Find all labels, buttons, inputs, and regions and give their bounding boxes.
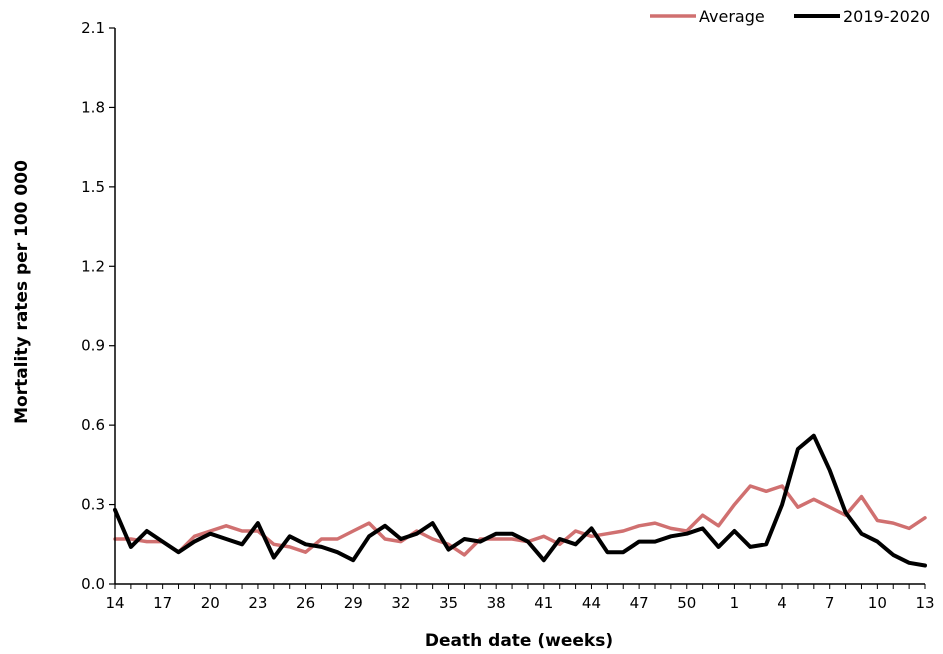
y-tick-label: 0.0 bbox=[81, 575, 105, 593]
y-tick-label: 1.5 bbox=[81, 178, 105, 196]
x-tick-label: 20 bbox=[201, 594, 220, 612]
x-tick-label: 4 bbox=[777, 594, 787, 612]
x-tick-label: 7 bbox=[825, 594, 835, 612]
y-tick-label: 0.9 bbox=[81, 337, 105, 355]
y-tick-label: 0.6 bbox=[81, 416, 105, 434]
x-tick-label: 47 bbox=[630, 594, 649, 612]
x-tick-label: 32 bbox=[391, 594, 410, 612]
legend-label: Average bbox=[699, 7, 765, 26]
legend-label: 2019-2020 bbox=[843, 7, 930, 26]
x-tick-label: 50 bbox=[677, 594, 696, 612]
series-layer bbox=[113, 433, 927, 568]
x-tick-label: 26 bbox=[296, 594, 315, 612]
y-axis-label: Mortality rates per 100 000 bbox=[12, 160, 32, 424]
x-tick-label: 23 bbox=[248, 594, 267, 612]
y-tick-label: 2.1 bbox=[81, 19, 105, 37]
x-axis-label: Death date (weeks) bbox=[425, 631, 613, 651]
x-tick-label: 1 bbox=[730, 594, 740, 612]
x-tick-label: 10 bbox=[868, 594, 887, 612]
series-line-2019-2020 bbox=[113, 433, 927, 568]
y-tick-label: 0.3 bbox=[81, 496, 105, 514]
x-tick-label: 35 bbox=[439, 594, 458, 612]
x-tick-label: 13 bbox=[915, 594, 934, 612]
y-tick-label: 1.2 bbox=[81, 257, 105, 275]
x-tick-label: 44 bbox=[582, 594, 601, 612]
x-tick-label: 17 bbox=[153, 594, 172, 612]
x-tick-label: 14 bbox=[105, 594, 124, 612]
series-line-average bbox=[113, 484, 927, 557]
y-axis-ticks: 0.0 0.3 0.6 0.9 1.2 1.5 1.8 2.1 bbox=[81, 19, 115, 593]
x-tick-label: 38 bbox=[487, 594, 506, 612]
y-tick-label: 1.8 bbox=[81, 98, 105, 116]
x-tick-label: 41 bbox=[534, 594, 553, 612]
x-axis-ticks: 14 17 20 23 26 29 32 35 38 41 44 47 50 1 4 7 10 13 bbox=[105, 584, 935, 612]
x-tick-label: 29 bbox=[344, 594, 363, 612]
legend: Average 2019-2020 bbox=[650, 7, 930, 26]
